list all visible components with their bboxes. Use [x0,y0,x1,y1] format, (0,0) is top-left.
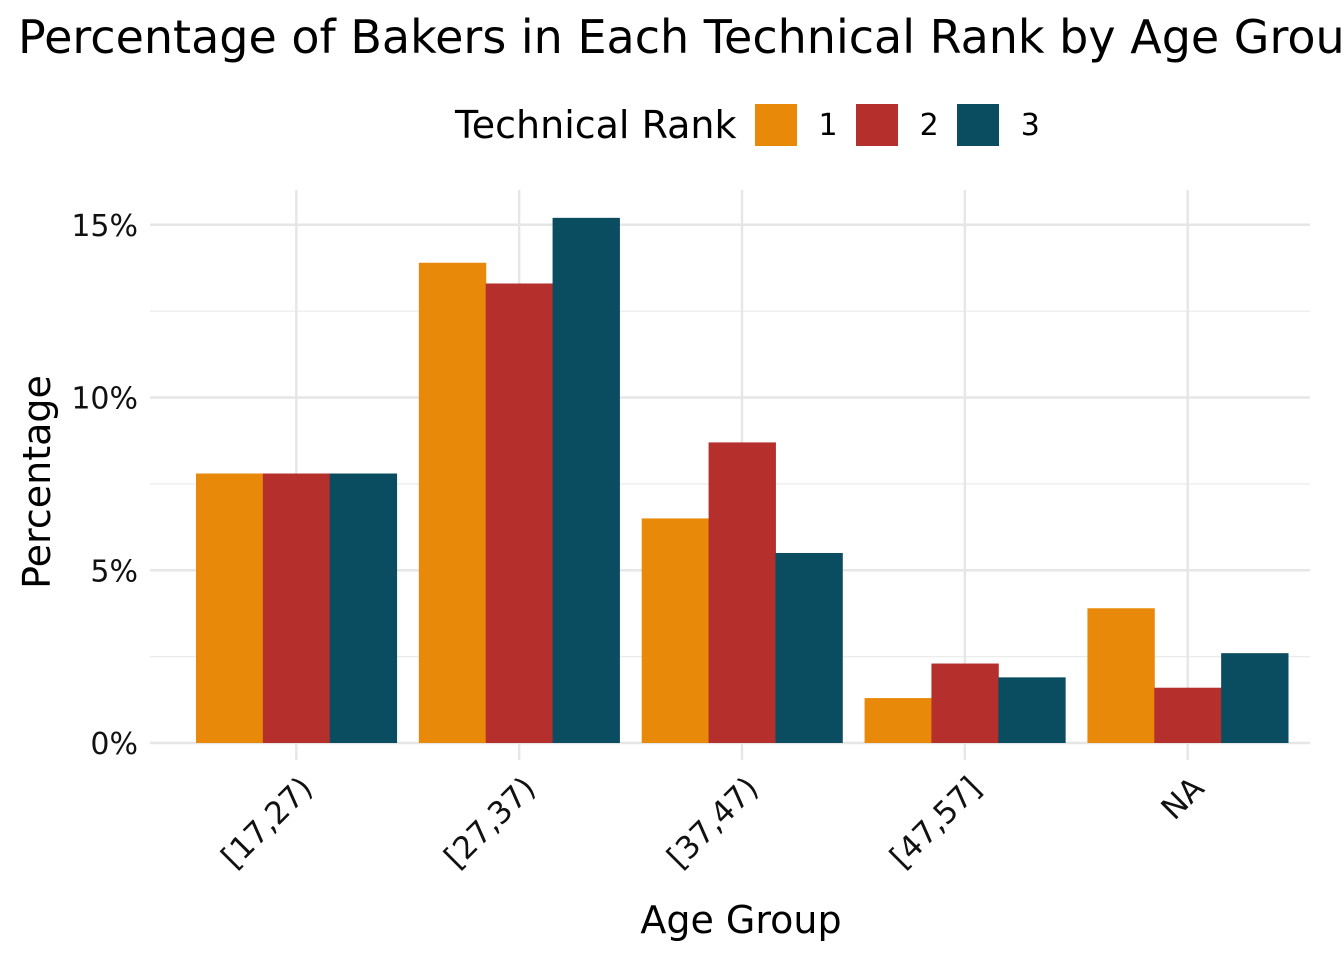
bar-series-1 [641,518,710,743]
x-tick-label: [37,47) [660,770,765,875]
bar-series-2 [708,442,776,743]
legend: Technical Rank 1 2 3 [455,100,1058,150]
bar-series-2 [485,283,554,743]
x-tick-label: [17,27) [215,770,320,875]
bar-series-2 [1154,687,1222,743]
bar-series-3 [1221,653,1289,743]
legend-title: Technical Rank [455,103,737,147]
bar-series-3 [998,677,1066,743]
chart-title: Percentage of Bakers in Each Technical R… [18,10,1344,64]
bar-series-2 [931,663,999,743]
y-tick-label: 0% [90,727,138,762]
bar-series-3 [329,473,398,743]
x-axis-title: Age Group [640,898,841,942]
legend-item-3: 3 [956,104,1040,146]
x-tick-label: NA [1155,770,1212,827]
legend-label: 1 [818,107,838,143]
legend-item-1: 1 [754,104,838,146]
bar-series-1 [1087,608,1155,743]
x-tick-label: [27,37) [437,770,542,875]
y-tick-label: 10% [71,382,138,417]
legend-item-2: 2 [855,104,939,146]
bar-series-2 [262,473,331,743]
bar-series-1 [196,473,264,743]
bar-series-3 [552,217,620,744]
legend-swatch [956,104,999,146]
y-tick-label: 5% [90,554,138,589]
y-axis-title: Percentage [15,375,59,589]
legend-swatch [754,104,797,146]
y-tick-label: 15% [71,209,138,244]
bar-series-1 [864,698,932,743]
legend-label: 2 [919,107,939,143]
x-tick-label: [47,57] [883,770,988,875]
bar-series-3 [775,552,843,743]
legend-label: 3 [1020,107,1040,143]
legend-swatch [855,104,898,146]
bar-series-1 [418,262,487,743]
